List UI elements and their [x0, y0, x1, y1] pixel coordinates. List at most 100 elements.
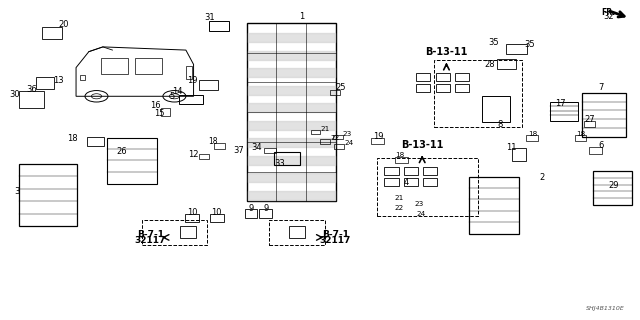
Text: 10: 10 — [211, 208, 222, 217]
Text: 20: 20 — [58, 20, 68, 29]
Bar — [593, 171, 632, 205]
Bar — [320, 139, 330, 144]
Bar — [417, 73, 431, 81]
Bar — [330, 90, 340, 95]
Text: 18: 18 — [528, 131, 538, 137]
Bar — [198, 154, 209, 159]
Text: 22: 22 — [395, 205, 404, 211]
Text: 11: 11 — [506, 143, 517, 152]
Bar — [423, 167, 437, 175]
Bar — [333, 135, 342, 140]
Bar — [107, 138, 157, 184]
Bar — [259, 209, 272, 218]
Text: 24: 24 — [416, 211, 426, 217]
Text: 12: 12 — [188, 150, 199, 159]
Text: 6: 6 — [598, 141, 604, 150]
Bar — [404, 167, 418, 175]
Bar — [385, 167, 399, 175]
Text: 19: 19 — [187, 76, 198, 85]
Bar — [482, 96, 510, 122]
Text: 35: 35 — [524, 40, 535, 49]
Bar — [185, 214, 199, 222]
Text: 2: 2 — [540, 173, 545, 182]
Text: B-7-1: B-7-1 — [136, 230, 164, 239]
Text: 32117: 32117 — [134, 236, 166, 245]
Bar — [289, 226, 305, 238]
Text: 9: 9 — [248, 204, 253, 213]
Bar — [506, 44, 527, 54]
Bar — [214, 143, 225, 148]
Bar — [526, 135, 538, 141]
Text: 25: 25 — [336, 84, 346, 92]
Text: 7: 7 — [598, 83, 604, 92]
Bar — [455, 84, 468, 92]
Text: B-13-11: B-13-11 — [425, 47, 468, 57]
Text: 3: 3 — [14, 188, 19, 196]
Text: 1: 1 — [300, 12, 305, 21]
Text: 21: 21 — [321, 126, 330, 132]
Text: 22: 22 — [330, 135, 339, 141]
Text: 24: 24 — [344, 140, 353, 147]
Text: 4: 4 — [404, 179, 409, 188]
Bar — [101, 58, 128, 74]
Bar — [209, 214, 223, 222]
Text: 10: 10 — [187, 208, 198, 217]
Bar — [246, 23, 336, 201]
Bar — [19, 164, 77, 226]
Text: 14: 14 — [172, 87, 182, 96]
Text: 28: 28 — [484, 60, 495, 69]
Text: 16: 16 — [150, 101, 161, 110]
Bar — [497, 59, 516, 68]
Bar — [186, 66, 192, 79]
Text: 32117: 32117 — [319, 236, 351, 245]
Bar — [468, 177, 518, 234]
Text: 33: 33 — [275, 159, 285, 168]
Text: 26: 26 — [116, 147, 127, 156]
Text: SHJ4B1310E: SHJ4B1310E — [586, 306, 625, 311]
Bar — [435, 60, 522, 126]
Bar — [334, 144, 344, 149]
Bar — [42, 27, 62, 39]
Bar — [589, 147, 602, 154]
Bar — [19, 91, 44, 108]
Bar — [377, 158, 477, 216]
Bar — [417, 84, 431, 92]
Bar — [142, 220, 207, 245]
Text: 34: 34 — [251, 143, 262, 152]
Text: 19: 19 — [374, 132, 384, 141]
Bar — [311, 130, 320, 134]
Bar — [582, 93, 626, 137]
Text: 5: 5 — [169, 92, 175, 101]
Bar — [371, 138, 384, 144]
Bar — [550, 102, 578, 122]
Text: B-7-1: B-7-1 — [322, 230, 349, 239]
Bar — [575, 135, 586, 141]
Bar — [385, 178, 399, 186]
Bar — [198, 80, 218, 90]
Bar — [396, 157, 408, 163]
Text: 23: 23 — [414, 201, 424, 207]
Text: 18: 18 — [67, 134, 77, 143]
Text: 17: 17 — [555, 99, 565, 108]
Bar — [136, 58, 163, 74]
Bar — [179, 226, 196, 238]
Bar — [161, 108, 170, 116]
Bar — [436, 73, 450, 81]
Text: 37: 37 — [233, 146, 244, 155]
Bar — [36, 77, 54, 89]
Text: 35: 35 — [488, 38, 499, 47]
Bar — [455, 73, 468, 81]
Text: 18: 18 — [576, 131, 585, 137]
Bar — [512, 148, 526, 161]
Text: 15: 15 — [154, 109, 164, 118]
Bar — [274, 152, 300, 165]
Text: 30: 30 — [10, 90, 20, 99]
Bar — [436, 84, 450, 92]
Bar — [264, 148, 276, 153]
Text: FR.: FR. — [602, 8, 616, 17]
Text: 13: 13 — [53, 76, 63, 85]
Bar — [244, 209, 257, 218]
Text: 27: 27 — [584, 115, 595, 124]
Bar — [87, 137, 104, 146]
Text: B-13-11: B-13-11 — [401, 140, 444, 150]
